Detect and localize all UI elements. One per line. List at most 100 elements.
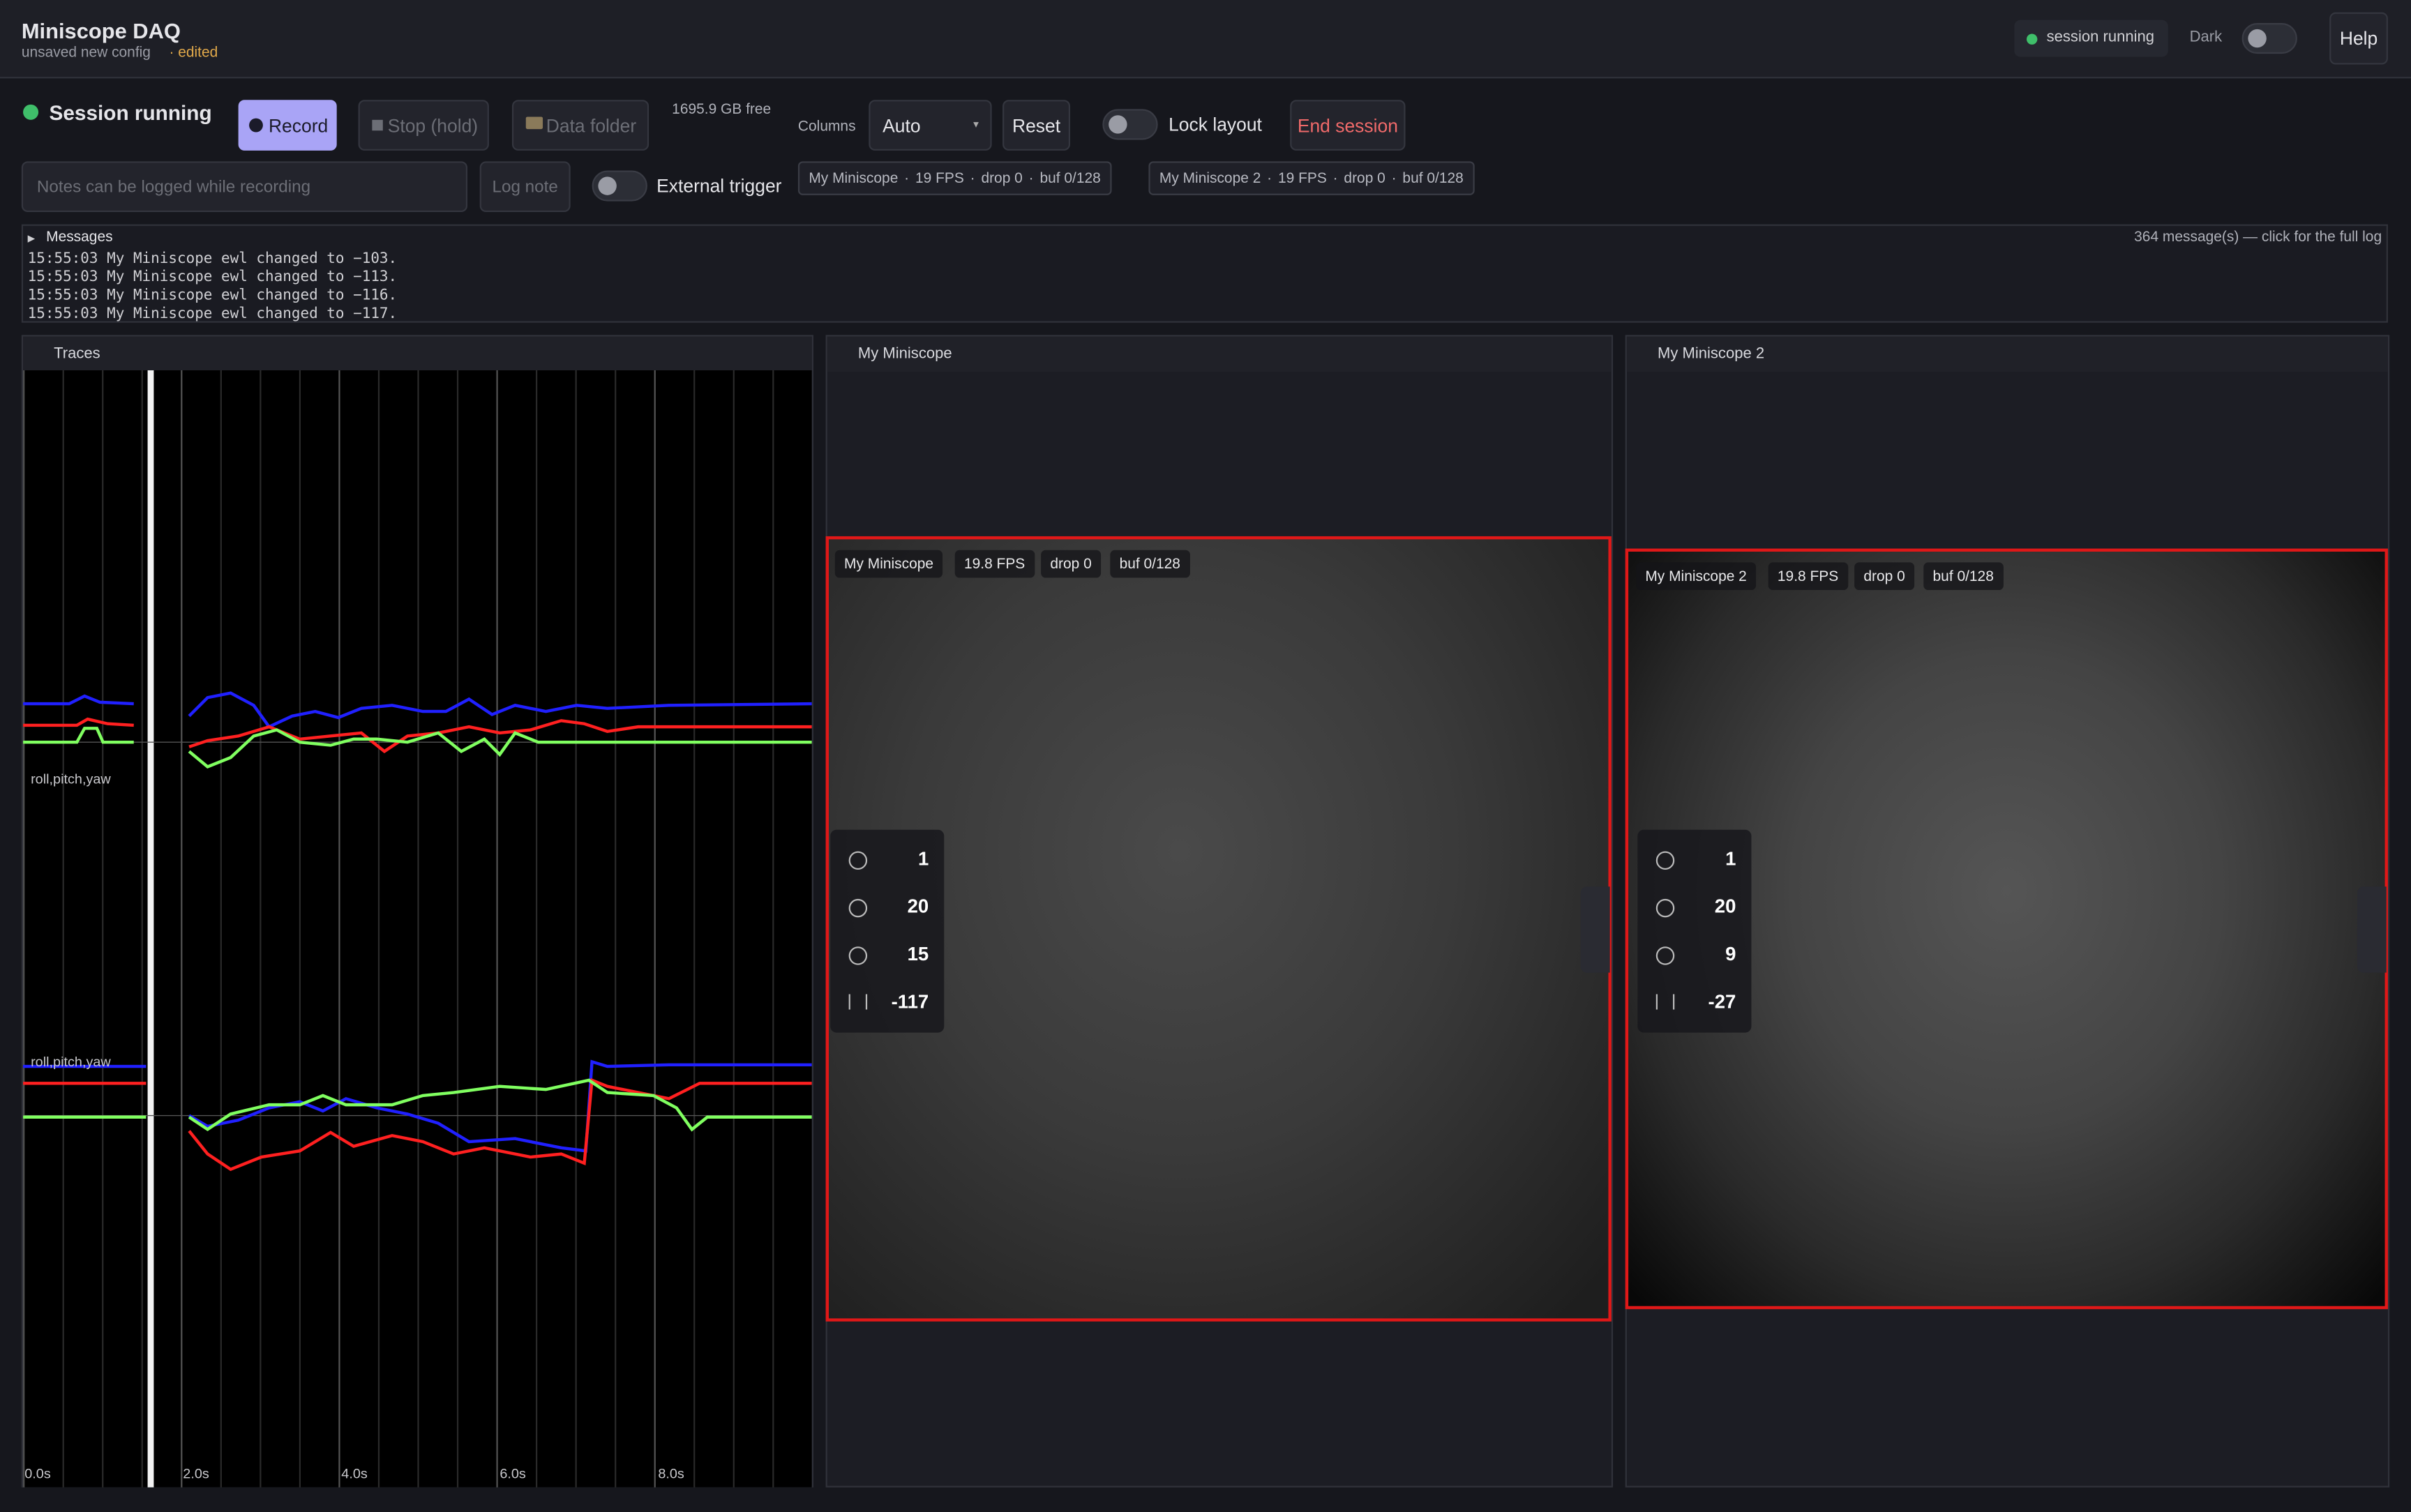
chip-text: buf 0/128 bbox=[1039, 169, 1101, 187]
trigger-label: External trigger bbox=[656, 175, 782, 197]
trigger-toggle[interactable] bbox=[592, 170, 647, 202]
message-line: 15:55:03 My Miniscope ewl changed to −11… bbox=[27, 287, 398, 305]
icon bbox=[1655, 946, 1675, 965]
overlay-chip: 19.8 FPS bbox=[1768, 562, 1848, 591]
chip-text: 19 FPS bbox=[915, 169, 964, 187]
camera-frame bbox=[1625, 548, 2388, 1310]
theme-toggle[interactable] bbox=[2241, 23, 2297, 54]
control-value[interactable]: -27 bbox=[1708, 991, 1736, 1013]
overlay-chip: buf 0/128 bbox=[1923, 562, 2004, 591]
overlay-chip: buf 0/128 bbox=[1110, 550, 1190, 578]
x-tick-label: 2.0s bbox=[183, 1465, 209, 1481]
status-dot bbox=[2026, 33, 2038, 45]
camera-frame bbox=[825, 536, 1612, 1322]
grid bbox=[23, 370, 812, 1488]
icon bbox=[848, 946, 868, 965]
disk-free: 1695.9 GB free bbox=[672, 101, 772, 119]
chip-text: My Miniscope bbox=[809, 169, 899, 187]
panel-header: Traces bbox=[23, 336, 812, 372]
side-handle[interactable] bbox=[1580, 886, 1610, 973]
app-title: Miniscope DAQ bbox=[21, 18, 181, 43]
chip-text: drop 0 bbox=[1344, 169, 1385, 187]
trace-red bbox=[23, 717, 812, 754]
trace-green bbox=[23, 727, 812, 769]
log-note-button[interactable]: Log note bbox=[479, 161, 571, 213]
chip-text: drop 0 bbox=[981, 169, 1023, 187]
messages-title: Messages bbox=[46, 229, 113, 246]
message-line: 15:55:03 My Miniscope ewl changed to −11… bbox=[27, 305, 398, 323]
control-box: 1 20 9 -27 bbox=[1637, 829, 1752, 1033]
trace-green-2 bbox=[23, 1078, 812, 1132]
status-badge bbox=[2014, 20, 2168, 57]
columns-select[interactable]: Auto bbox=[869, 100, 992, 151]
trace-lines bbox=[23, 691, 812, 1172]
control-box: 1 20 15 -117 bbox=[830, 829, 945, 1033]
stop-button[interactable]: Stop (hold) bbox=[358, 100, 489, 151]
message-line: 15:55:03 My Miniscope ewl changed to −10… bbox=[27, 250, 398, 268]
icon bbox=[1655, 898, 1675, 918]
messages-box[interactable] bbox=[21, 224, 2388, 323]
session-dot bbox=[23, 104, 39, 120]
x-tick-label: 6.0s bbox=[500, 1465, 526, 1481]
header-bar bbox=[0, 0, 2411, 79]
cursor-bar bbox=[147, 370, 154, 1488]
session-status: Session running bbox=[49, 101, 212, 125]
trace-label: roll,pitch,yaw bbox=[31, 771, 111, 787]
x-tick-label: 8.0s bbox=[658, 1465, 684, 1481]
overlay-chip: My Miniscope bbox=[834, 550, 943, 578]
messages-count[interactable]: 364 message(s) — click for the full log bbox=[2134, 229, 2382, 246]
panel-header: My Miniscope 2 bbox=[1626, 336, 2388, 372]
messages-caret: ▸ bbox=[27, 230, 36, 248]
notes-input[interactable]: Notes can be logged while recording bbox=[21, 161, 468, 213]
icon bbox=[1655, 851, 1675, 870]
config-name: unsaved new config bbox=[21, 44, 151, 62]
chip-text: My Miniscope 2 bbox=[1159, 169, 1261, 187]
lock-label: Lock layout bbox=[1169, 114, 1262, 135]
overlay-chip: 19.8 FPS bbox=[954, 550, 1035, 578]
chip-text: buf 0/128 bbox=[1402, 169, 1464, 187]
control-value[interactable]: 9 bbox=[1725, 943, 1736, 965]
traces-plot bbox=[23, 370, 812, 1488]
icon bbox=[848, 851, 868, 870]
trace-label: roll,pitch,yaw bbox=[31, 1054, 111, 1070]
panel-header: My Miniscope bbox=[827, 336, 1612, 372]
control-value[interactable]: 20 bbox=[907, 895, 929, 918]
control-value[interactable]: 15 bbox=[907, 943, 929, 965]
control-value[interactable]: 20 bbox=[1714, 895, 1736, 918]
overlay-chip: My Miniscope 2 bbox=[1636, 562, 1757, 591]
folder-icon bbox=[525, 116, 543, 130]
overlay-chip: drop 0 bbox=[1854, 562, 1914, 591]
record-icon bbox=[249, 118, 263, 133]
trace-red-2 bbox=[23, 1078, 812, 1172]
trace-blue bbox=[23, 691, 812, 729]
icon bbox=[1655, 994, 1675, 1010]
control-value[interactable]: -117 bbox=[891, 991, 929, 1013]
device-chip: My Miniscope 2 · 19 FPS · drop 0 · buf 0/128 bbox=[1148, 161, 1475, 195]
side-handle[interactable] bbox=[2357, 886, 2387, 973]
end-session-button[interactable]: End session bbox=[1290, 100, 1406, 151]
overlay-chip: drop 0 bbox=[1041, 550, 1101, 578]
help-button[interactable]: Help bbox=[2329, 12, 2388, 65]
columns-label: Columns bbox=[797, 118, 856, 135]
trace-blue-2 bbox=[23, 1059, 812, 1153]
reset-button[interactable]: Reset bbox=[1002, 100, 1071, 151]
edited-flag: · edited bbox=[169, 44, 218, 62]
theme-label: Dark bbox=[2189, 29, 2223, 47]
x-tick-label: 0.0s bbox=[24, 1465, 51, 1481]
control-value[interactable]: 1 bbox=[917, 848, 929, 870]
status-text: session running bbox=[2046, 29, 2155, 47]
icon bbox=[848, 898, 868, 918]
icon bbox=[848, 994, 868, 1010]
select-caret: ▾ bbox=[973, 119, 979, 131]
message-line: 15:55:03 My Miniscope ewl changed to −11… bbox=[27, 269, 398, 286]
stop-icon bbox=[372, 119, 383, 131]
record-button[interactable]: Record bbox=[238, 100, 337, 151]
device-chip: My Miniscope · 19 FPS · drop 0 · buf 0/128 bbox=[797, 161, 1112, 195]
x-tick-label: 4.0s bbox=[341, 1465, 368, 1481]
control-value[interactable]: 1 bbox=[1725, 848, 1736, 870]
chip-text: 19 FPS bbox=[1277, 169, 1327, 187]
lock-toggle[interactable] bbox=[1102, 109, 1158, 140]
